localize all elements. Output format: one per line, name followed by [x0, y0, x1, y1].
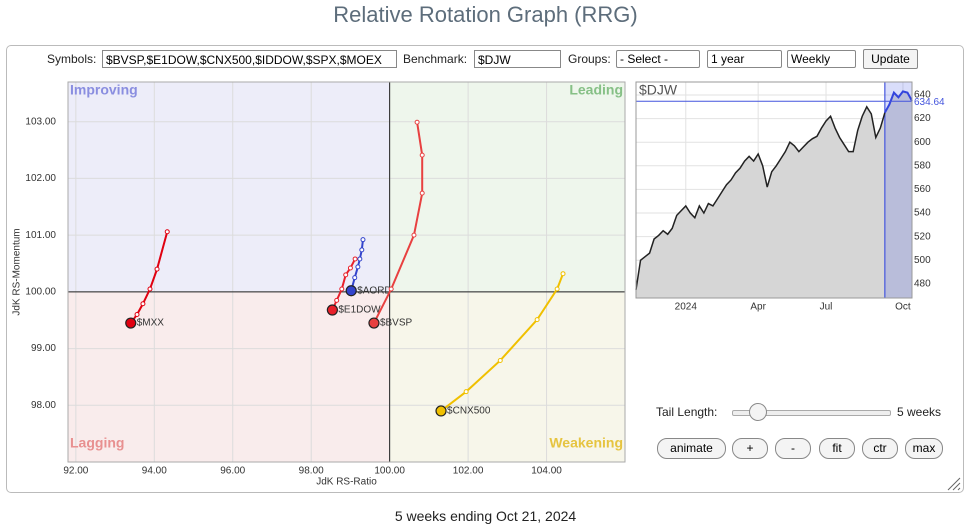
groups-label: Groups:: [568, 52, 611, 66]
control-button[interactable]: animate: [657, 438, 726, 459]
control-button[interactable]: max: [905, 438, 943, 459]
interval-select[interactable]: Weekly: [787, 50, 856, 68]
groups-select[interactable]: - Select -: [616, 50, 700, 68]
symbols-label: Symbols:: [47, 52, 97, 66]
control-button[interactable]: +: [732, 438, 768, 459]
update-button[interactable]: Update: [863, 49, 918, 69]
benchmark-label: Benchmark:: [403, 52, 468, 66]
panel: [6, 45, 964, 493]
footer-caption: 5 weeks ending Oct 21, 2024: [394, 508, 577, 524]
period-select[interactable]: 1 year: [707, 50, 782, 68]
control-button[interactable]: ctr: [862, 438, 898, 459]
tail-slider[interactable]: [732, 410, 891, 416]
page-title: Relative Rotation Graph (RRG): [333, 2, 638, 27]
tail-value: 5 weeks: [897, 405, 942, 419]
tail-label: Tail Length:: [656, 405, 718, 419]
benchmark-input[interactable]: $DJW: [474, 50, 561, 68]
control-button[interactable]: fit: [819, 438, 855, 459]
symbols-input[interactable]: $BVSP,$E1DOW,$CNX500,$IDDOW,$SPX,$MOEX: [102, 50, 397, 68]
tail-slider-handle[interactable]: [749, 403, 767, 421]
control-button[interactable]: -: [775, 438, 811, 459]
